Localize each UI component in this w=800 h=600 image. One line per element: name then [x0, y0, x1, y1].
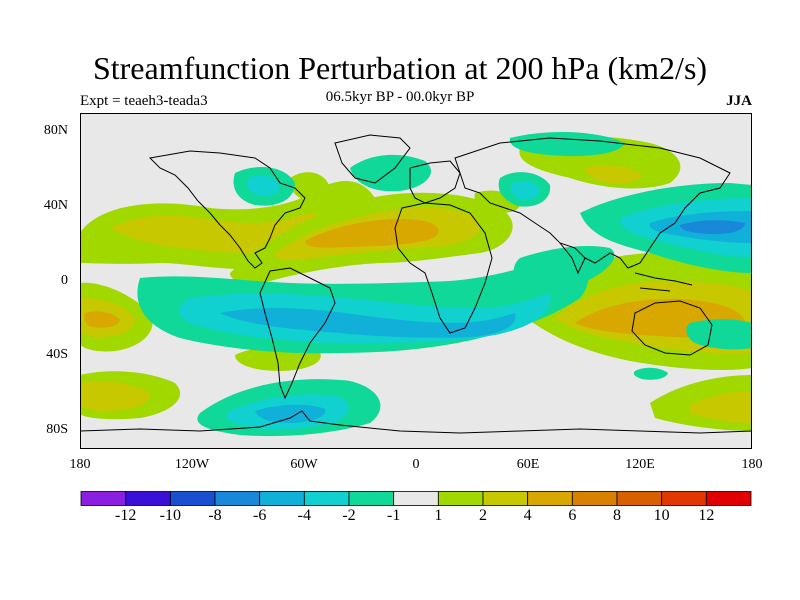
colorbar-box-8 — [437, 491, 484, 506]
contour-pos-soocean-left-2 — [80, 381, 151, 411]
lat-label-40s: 40S — [46, 347, 68, 362]
colorbar-label: -2 — [342, 507, 356, 524]
colorbar-label: -8 — [208, 507, 222, 524]
coast-north-america — [148, 150, 306, 269]
colorbar-label: -12 — [114, 507, 137, 524]
colorbar-label: -10 — [159, 507, 181, 524]
colorbar-box-12 — [616, 491, 663, 506]
colorbar-box-9 — [482, 491, 529, 506]
lat-label-80n: 80N — [43, 123, 68, 138]
colorbar-box-6 — [348, 491, 395, 506]
lon-label-180-right: 180 — [741, 457, 763, 472]
contour-neg-casia-2 — [510, 181, 540, 200]
contour-neg-easia-4 — [680, 220, 745, 235]
lon-label-120e: 120E — [625, 457, 655, 472]
season-label: JJA — [726, 93, 752, 109]
contour-pos-soocean-right-2 — [690, 391, 752, 423]
colorbar-label: 12 — [698, 507, 715, 524]
colorbar-label: 10 — [653, 507, 670, 524]
coast-australia — [631, 300, 713, 356]
colorbar-box-0 — [80, 491, 127, 506]
plot-title: Streamfunction Perturbation at 200 hPa (… — [92, 50, 708, 86]
colorbar-label: 1 — [434, 507, 443, 524]
colorbar-box-13 — [661, 491, 707, 506]
lon-label-60e: 60E — [516, 457, 540, 472]
lon-label-120w: 120W — [174, 457, 210, 472]
contour-neg-south-3 — [220, 308, 516, 338]
lon-label-0: 0 — [412, 457, 420, 472]
colorbar-label: -6 — [252, 507, 267, 524]
colorbar-label: 2 — [479, 507, 487, 524]
coast-antarctica — [80, 410, 752, 434]
colorbar-box-4 — [259, 491, 305, 506]
coast-europe — [409, 160, 461, 204]
coastlines — [80, 134, 752, 434]
colorbar-box-1 — [125, 491, 171, 506]
colorbar-label: -1 — [386, 507, 401, 524]
coast-india — [559, 242, 586, 275]
colorbar-box-11 — [571, 491, 618, 506]
lat-label-0: 0 — [61, 273, 68, 288]
coast-africa — [394, 202, 493, 334]
map-frame — [80, 113, 752, 449]
experiment-label: Expt = teaeh3-teada3 — [80, 93, 208, 109]
colorbar-box-10 — [527, 491, 573, 506]
coast-indonesia — [634, 272, 693, 292]
contour-pos-greenland — [289, 172, 330, 202]
contour-neg-sindian — [633, 367, 668, 380]
colorbar-box-7 — [393, 491, 439, 506]
colorbar-label: -4 — [297, 507, 311, 524]
negative-contours — [137, 131, 752, 437]
plot-subtitle: 06.5kyr BP - 00.0kyr BP — [325, 89, 475, 105]
colorbar — [80, 491, 752, 506]
contour-neg-nsiberia — [509, 131, 625, 157]
colorbar-label: 8 — [613, 507, 621, 524]
contour-pos-atlantic-3 — [305, 218, 439, 248]
lat-label-80s: 80S — [46, 422, 68, 437]
lon-label-180-left: 180 — [69, 457, 91, 472]
coast-greenland — [334, 134, 411, 184]
colorbar-label: 6 — [568, 507, 577, 524]
colorbar-box-3 — [214, 491, 261, 506]
lon-label-60w: 60W — [290, 457, 318, 472]
contour-neg-alaska-2 — [246, 175, 280, 197]
coast-south-america — [259, 267, 336, 400]
coast-asia — [454, 137, 731, 269]
lat-label-40n: 40N — [43, 198, 68, 213]
contour-pos-siberia-2 — [585, 165, 641, 184]
streamfunction-map — [80, 113, 752, 449]
contour-neg-indian — [513, 246, 615, 290]
colorbar-box-14 — [705, 491, 752, 506]
colorbar-label: 4 — [523, 507, 532, 524]
contour-pos-spacific-3 — [84, 311, 120, 328]
contour-neg-se-pacific — [686, 319, 752, 350]
colorbar-box-2 — [169, 491, 216, 506]
colorbar-box-5 — [303, 491, 350, 506]
